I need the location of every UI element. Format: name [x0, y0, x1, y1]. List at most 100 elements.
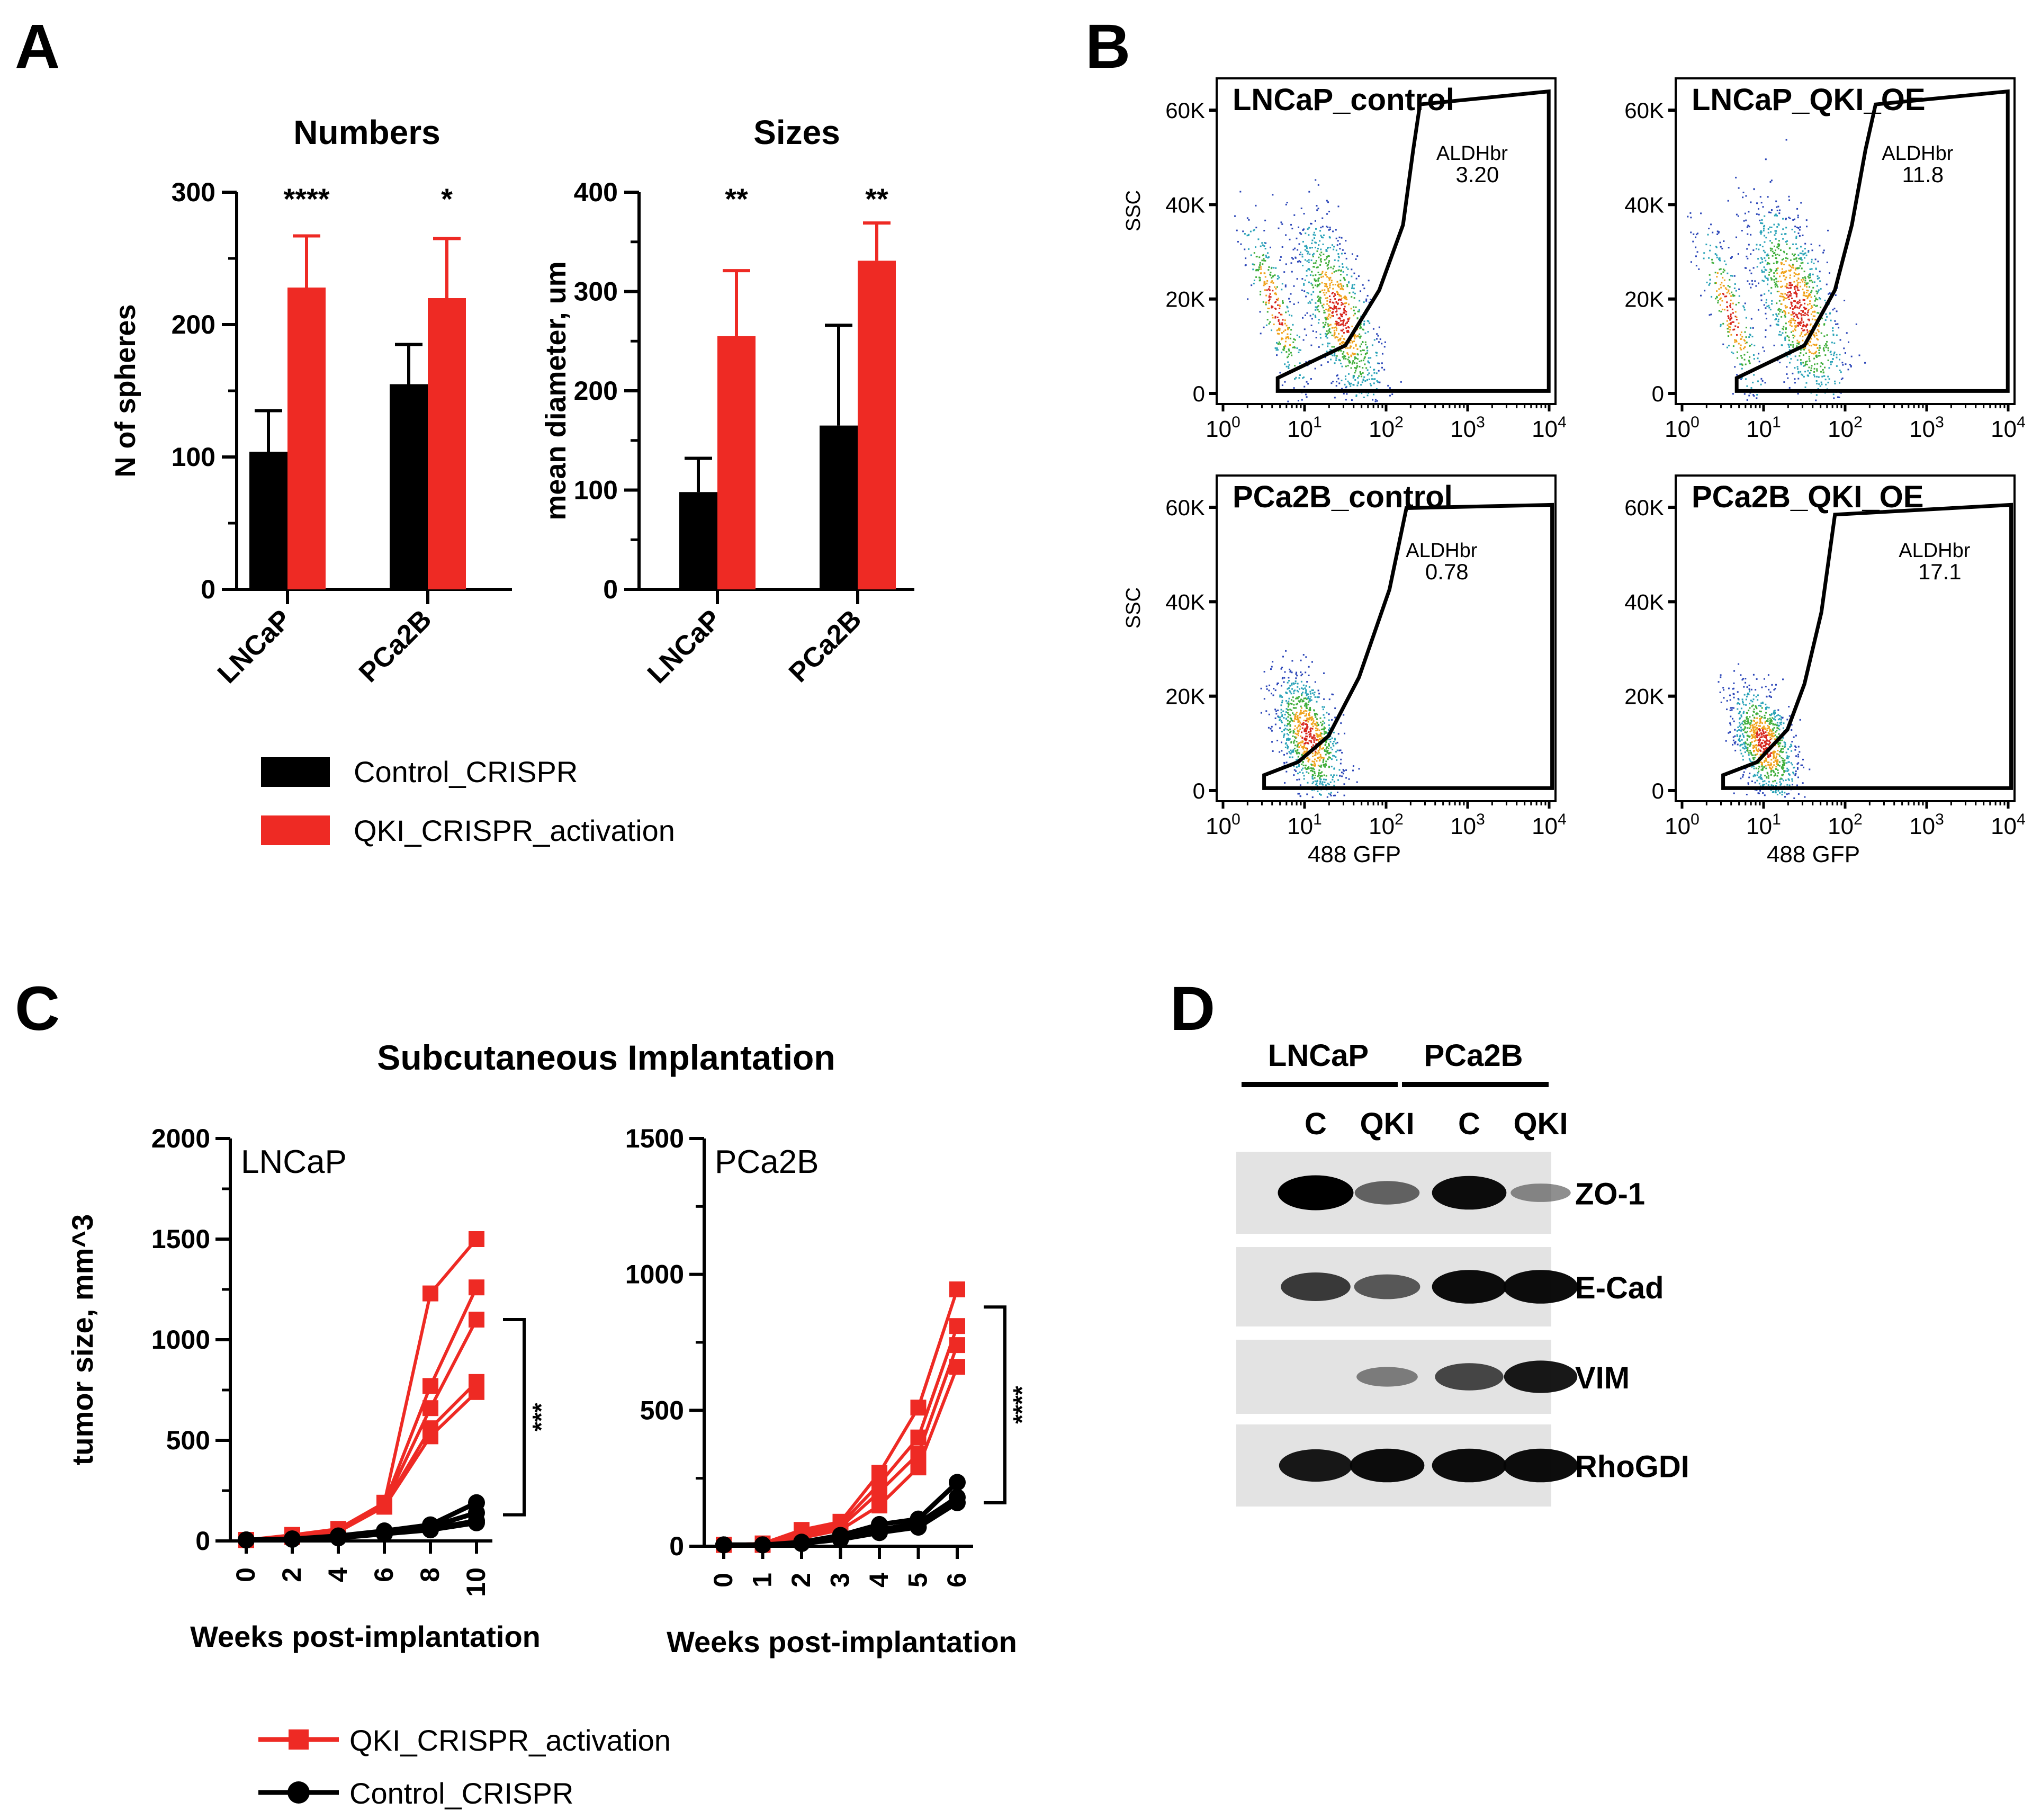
flow-event-dot	[1318, 274, 1320, 276]
flow-event-dot	[1329, 738, 1332, 740]
flow-event-dot	[1780, 777, 1782, 779]
flow-event-dot	[1332, 315, 1334, 317]
flow-event-dot	[1302, 748, 1305, 750]
flow-event-dot	[1297, 691, 1299, 693]
flow-event-dot	[1342, 328, 1344, 330]
flow-event-dot	[1743, 711, 1745, 713]
flow-event-dot	[1294, 689, 1296, 692]
data-point-qki	[422, 1378, 438, 1394]
x-tick-label: 4	[864, 1573, 894, 1588]
flow-event-dot	[1776, 761, 1778, 764]
flow-event-dot	[1339, 248, 1341, 250]
flow-event-dot	[1761, 734, 1763, 736]
flow-event-dot	[1760, 754, 1763, 756]
flow-event-dot	[1325, 333, 1327, 335]
flow-event-dot	[1314, 724, 1316, 726]
flow-event-dot	[1808, 358, 1810, 360]
flow-event-dot	[1810, 291, 1812, 293]
flow-event-dot	[1745, 768, 1747, 770]
flow-event-dot	[1710, 313, 1712, 316]
flow-event-dot	[1777, 750, 1779, 752]
flow-event-dot	[1788, 247, 1791, 249]
flow-event-dot	[1361, 375, 1363, 378]
flow-event-dot	[1755, 728, 1757, 730]
flow-event-dot	[1793, 773, 1795, 775]
flow-event-dot	[1305, 689, 1307, 691]
flow-event-dot	[1792, 330, 1794, 332]
flow-event-dot	[1320, 757, 1323, 759]
flow-event-dot	[1285, 761, 1288, 764]
flow-event-dot	[1320, 729, 1323, 731]
flow-event-dot	[1306, 270, 1308, 272]
flow-event-dot	[1734, 366, 1736, 368]
flow-event-dot	[1758, 739, 1760, 741]
flow-event-dot	[1302, 377, 1304, 379]
flow-event-dot	[1309, 315, 1311, 317]
flow-event-dot	[1305, 747, 1307, 749]
flow-event-dot	[1297, 261, 1299, 263]
flow-event-dot	[1306, 728, 1308, 730]
flow-event-dot	[1333, 304, 1335, 307]
flow-event-dot	[1353, 362, 1355, 364]
flow-event-dot	[1281, 283, 1283, 285]
flow-event-dot	[1756, 789, 1758, 791]
flow-event-dot	[1330, 349, 1332, 351]
flow-event-dot	[1271, 741, 1273, 743]
flow-event-dot	[1733, 328, 1736, 330]
blot-label: RhoGDI	[1575, 1450, 1689, 1484]
flow-event-dot	[1820, 365, 1822, 367]
flow-event-dot	[1746, 226, 1748, 228]
flow-event-dot	[1743, 742, 1745, 744]
flow-event-dot	[1343, 794, 1345, 796]
flow-event-dot	[1276, 684, 1278, 686]
flow-event-dot	[1815, 290, 1818, 292]
flow-event-dot	[1693, 233, 1695, 235]
flow-event-dot	[1343, 392, 1345, 395]
flow-event-dot	[1770, 784, 1773, 786]
flow-event-dot	[1305, 232, 1307, 235]
flow-event-dot	[1332, 742, 1334, 745]
x-axis-label: 488 GFP	[1308, 841, 1401, 867]
flow-event-dot	[1760, 378, 1763, 380]
flow-event-dot	[1741, 698, 1743, 701]
flow-event-dot	[1796, 306, 1798, 308]
flow-event-dot	[1280, 720, 1282, 722]
flow-event-dot	[1343, 312, 1345, 314]
flow-event-dot	[1727, 315, 1729, 317]
flow-event-dot	[1726, 320, 1728, 322]
flow-event-dot	[1784, 297, 1786, 299]
flow-event-dot	[1767, 277, 1769, 280]
flow-event-dot	[1718, 288, 1720, 290]
flow-event-dot	[1742, 755, 1744, 757]
flow-event-dot	[1253, 279, 1255, 281]
flow-event-dot	[1745, 336, 1747, 338]
flow-event-dot	[1758, 729, 1760, 731]
flow-event-dot	[1293, 690, 1295, 692]
flow-event-dot	[1285, 351, 1288, 353]
flow-event-dot	[1304, 723, 1306, 725]
flow-event-dot	[1740, 715, 1742, 718]
flow-event-dot	[1333, 327, 1335, 329]
flow-event-dot	[1734, 742, 1736, 745]
flow-event-dot	[1336, 291, 1338, 293]
flow-event-dot	[1315, 337, 1317, 339]
flow-event-dot	[1753, 726, 1755, 728]
flow-event-dot	[1818, 297, 1820, 299]
flow-event-dot	[1800, 322, 1802, 324]
flow-event-dot	[1282, 338, 1284, 340]
flow-event-dot	[1780, 292, 1782, 294]
flow-event-dot	[1281, 750, 1283, 752]
flow-event-dot	[1743, 704, 1745, 706]
flow-event-dot	[1799, 719, 1801, 721]
flow-event-dot	[1338, 769, 1341, 771]
flow-event-dot	[1389, 387, 1391, 389]
flow-event-dot	[1779, 751, 1781, 753]
flow-event-dot	[1779, 715, 1781, 717]
flow-event-dot	[1794, 378, 1796, 380]
flow-event-dot	[1804, 325, 1806, 327]
flow-event-dot	[1326, 265, 1328, 267]
flow-event-dot	[1697, 232, 1699, 235]
flow-event-dot	[1265, 324, 1267, 326]
flow-event-dot	[1805, 219, 1808, 221]
flow-event-dot	[1748, 395, 1750, 397]
